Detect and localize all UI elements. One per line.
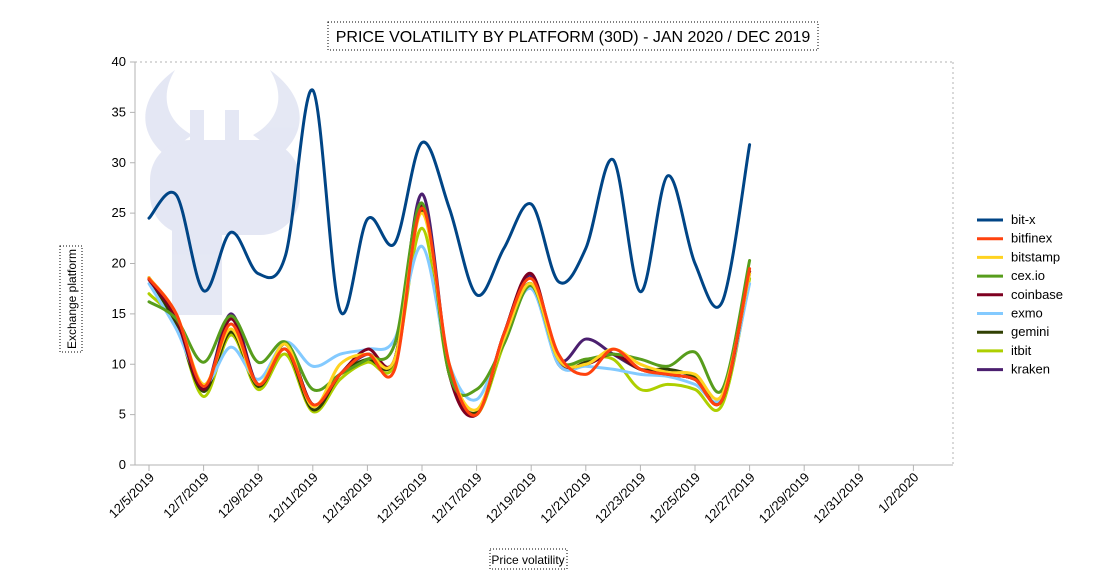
y-tick-label: 30: [112, 155, 126, 170]
series-lines: [147, 88, 752, 418]
y-tick-label: 25: [112, 205, 126, 220]
y-tick-label: 10: [112, 356, 126, 371]
x-tick-label: 12/5/2019: [106, 470, 158, 522]
y-tick-label: 5: [119, 407, 126, 422]
x-axis-label-box: Price volatility: [489, 548, 568, 570]
x-axis-ticks: 12/5/2019 12/7/2019 12/9/201912/11/201912/…: [106, 465, 922, 526]
legend-label: bitstamp: [1011, 249, 1060, 264]
series-line-cex-io: [147, 201, 752, 397]
x-tick-label: 12/13/2019: [319, 470, 376, 527]
legend: bit-x bitfinex bitstamp cex.io coinbase exmo g…: [977, 212, 1063, 377]
legend-label: itbit: [1011, 343, 1032, 358]
x-tick-label: 12/29/2019: [756, 470, 813, 527]
y-tick-label: 15: [112, 306, 126, 321]
x-tick-label: 12/19/2019: [483, 470, 540, 527]
x-tick-label: 12/17/2019: [428, 470, 485, 527]
y-axis-label: Exchange platform: [65, 249, 79, 349]
x-tick-label: 12/25/2019: [646, 470, 703, 527]
y-tick-label: 35: [112, 104, 126, 119]
legend-label: coinbase: [1011, 287, 1063, 302]
bitcoin-horns-watermark-icon: [145, 70, 300, 315]
x-tick-label: 12/11/2019: [265, 470, 321, 526]
y-tick-label: 40: [112, 54, 126, 69]
y-axis-ticks: 0 5 10 15 20 25 30 35 40: [112, 54, 135, 472]
x-tick-label: 12/21/2019: [537, 470, 594, 527]
series-line-bitstamp: [147, 211, 752, 412]
x-tick-label: 12/9/2019: [215, 470, 267, 522]
legend-label: kraken: [1011, 362, 1050, 377]
y-axis-label-box: Exchange platform: [59, 245, 83, 353]
y-tick-label: 0: [119, 457, 126, 472]
x-tick-label: 1/2/2020: [875, 470, 921, 516]
x-tick-label: 12/15/2019: [373, 470, 430, 527]
legend-label: bit-x: [1011, 212, 1036, 227]
legend-label: cex.io: [1011, 268, 1045, 283]
legend-label: exmo: [1011, 306, 1043, 321]
y-tick-label: 20: [112, 256, 126, 271]
x-tick-label: 12/7/2019: [160, 470, 212, 522]
x-tick-label: 12/27/2019: [701, 470, 758, 527]
legend-label: bitfinex: [1011, 231, 1053, 246]
series-line-bit-x: [147, 88, 752, 316]
legend-label: gemini: [1011, 324, 1049, 339]
x-axis-label: Price volatility: [491, 553, 564, 567]
series-line-bitfinex: [147, 206, 752, 417]
chart-title: PRICE VOLATILITY BY PLATFORM (30D) - JAN…: [336, 29, 811, 46]
x-tick-label: 12/31/2019: [810, 470, 867, 527]
chart-title-box: PRICE VOLATILITY BY PLATFORM (30D) - JAN…: [327, 21, 819, 51]
x-tick-label: 12/23/2019: [592, 470, 649, 527]
